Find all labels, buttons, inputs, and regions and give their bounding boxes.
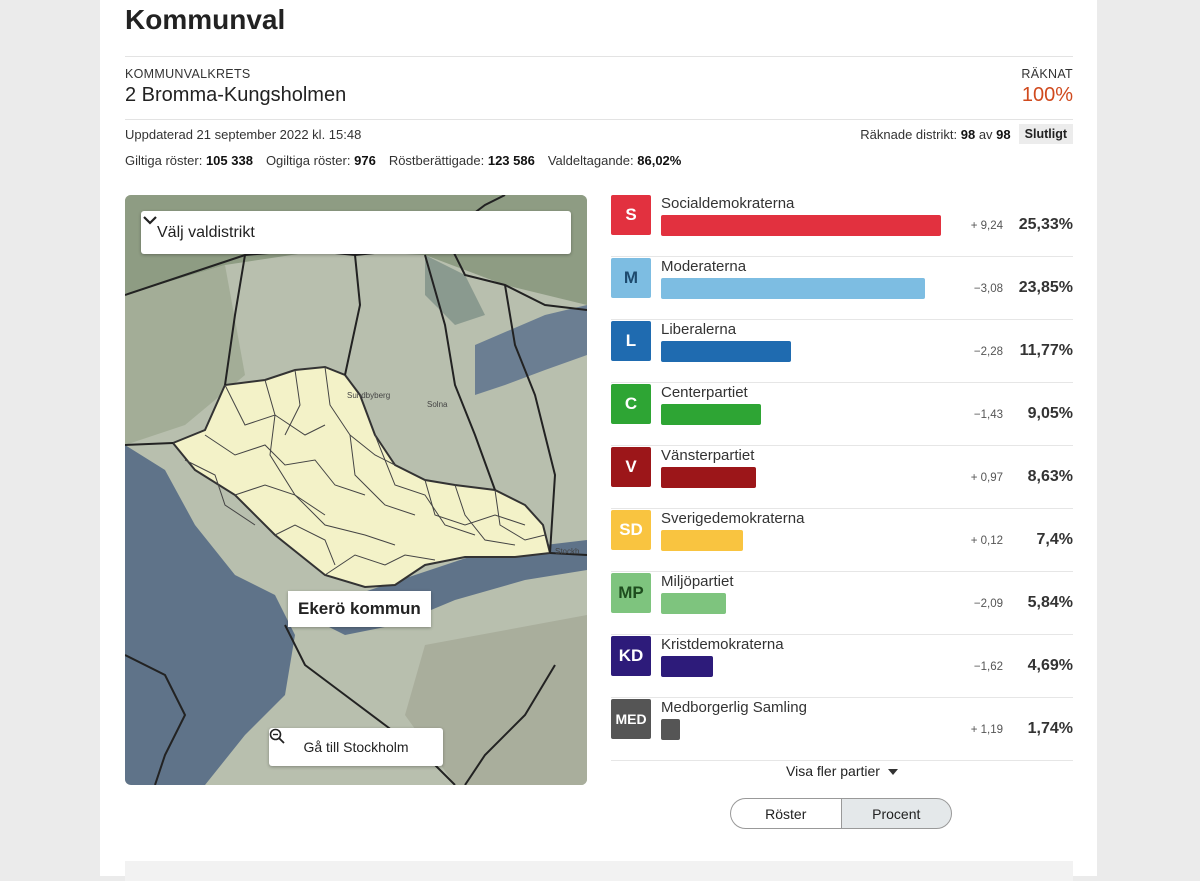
area-tooltip: Ekerö kommun <box>288 591 431 627</box>
party-bar <box>661 719 680 740</box>
party-name: Liberalerna <box>661 321 737 338</box>
party-badge: V <box>611 447 651 487</box>
party-badge: L <box>611 321 651 361</box>
status-badge: Slutligt <box>1018 124 1073 144</box>
party-badge: KD <box>611 636 651 676</box>
party-bar <box>661 467 756 488</box>
map-canvas[interactable] <box>125 195 587 785</box>
party-percent: 8,63% <box>1027 468 1073 485</box>
divider <box>125 56 1073 57</box>
district-select[interactable]: Välj valdistrikt <box>141 211 571 254</box>
party-name: Moderaterna <box>661 258 747 275</box>
party-name: Vänsterpartiet <box>661 447 755 464</box>
party-badge: SD <box>611 510 651 550</box>
party-change: −3,08 <box>973 283 1003 295</box>
party-name: Kristdemokraterna <box>661 636 784 653</box>
party-badge: M <box>611 258 651 298</box>
districts-text: Räknade distrikt: 98 av 98 <box>860 126 1011 142</box>
updated-timestamp: Uppdaterad 21 september 2022 kl. 15:48 <box>125 127 362 142</box>
eligible-voters: Röstberättigade: 123 586 <box>388 153 535 168</box>
next-section-strip <box>125 861 1073 881</box>
party-row-med: MED Medborgerlig Samling + 1,19 1,74% <box>611 698 1073 761</box>
party-change: −1,62 <box>973 661 1003 673</box>
party-change: −1,43 <box>973 409 1003 421</box>
party-change: + 9,24 <box>970 220 1003 232</box>
party-name: Centerpartiet <box>661 384 748 401</box>
goto-stockholm-button[interactable]: Gå till Stockholm <box>269 728 443 766</box>
show-more-parties-button[interactable]: Visa fler partier <box>611 763 1073 779</box>
party-percent: 4,69% <box>1027 657 1073 674</box>
party-bar <box>661 656 713 677</box>
party-badge: C <box>611 384 651 424</box>
district-select-label: Välj valdistrikt <box>157 223 255 241</box>
caret-down-icon <box>887 769 898 776</box>
party-change: + 0,97 <box>970 472 1003 484</box>
counted-value: 100% <box>1021 84 1073 106</box>
party-bar <box>661 530 743 551</box>
party-name: Miljöpartiet <box>661 573 734 590</box>
party-percent: 25,33% <box>1018 216 1073 233</box>
party-change: −2,28 <box>973 346 1003 358</box>
page-title: Kommunval <box>125 4 286 35</box>
votes-percent-toggle: Röster Procent <box>730 798 952 829</box>
results-card: Kommunval KOMMUNVALKRETS 2 Bromma-Kungsh… <box>100 0 1097 881</box>
area-label: KOMMUNVALKRETS <box>125 67 251 81</box>
toggle-votes[interactable]: Röster <box>730 798 841 829</box>
party-row-v: V Vänsterpartiet + 0,97 8,63% <box>611 446 1073 509</box>
party-change: + 1,19 <box>970 724 1003 736</box>
party-change: + 0,12 <box>970 535 1003 547</box>
party-percent: 5,84% <box>1027 594 1073 611</box>
party-name: Medborgerlig Samling <box>661 699 807 716</box>
party-row-m: M Moderaterna −3,08 23,85% <box>611 257 1073 320</box>
party-badge: MED <box>611 699 651 739</box>
party-bar <box>661 404 761 425</box>
party-percent: 1,74% <box>1027 720 1073 737</box>
party-percent: 7,4% <box>1036 531 1073 548</box>
counted-label: RÄKNAT <box>1021 67 1073 81</box>
vote-stats: Giltiga röster: 105 338 Ogiltiga röster:… <box>125 153 681 168</box>
goto-stockholm-label: Gå till Stockholm <box>303 739 409 755</box>
party-percent: 11,77% <box>1019 342 1073 359</box>
party-row-c: C Centerpartiet −1,43 9,05% <box>611 383 1073 446</box>
party-name: Socialdemokraterna <box>661 195 795 212</box>
party-results: S Socialdemokraterna + 9,24 25,33% M Mod… <box>611 194 1073 761</box>
party-bar <box>661 341 791 362</box>
party-bar <box>661 593 726 614</box>
party-change: −2,09 <box>973 598 1003 610</box>
party-bar <box>661 215 941 236</box>
party-row-kd: KD Kristdemokraterna −1,62 4,69% <box>611 635 1073 698</box>
map-label-sundbyberg: Sundbyberg <box>347 391 391 400</box>
district-map[interactable]: Sundbyberg Solna Stockh Välj valdistrikt… <box>125 195 587 785</box>
map-label-solna: Solna <box>427 400 448 409</box>
districts-counted: Räknade distrikt: 98 av 98 Slutligt <box>860 124 1073 144</box>
party-bar <box>661 278 925 299</box>
zoom-out-icon <box>269 728 285 744</box>
party-percent: 23,85% <box>1018 279 1073 296</box>
turnout: Valdeltagande: 86,02% <box>547 153 682 168</box>
party-badge: S <box>611 195 651 235</box>
map-label-stockholm: Stockh <box>555 547 580 556</box>
toggle-percent[interactable]: Procent <box>840 798 952 829</box>
party-row-sd: SD Sverigedemokraterna + 0,12 7,4% <box>611 509 1073 572</box>
invalid-votes: Ogiltiga röster: 976 <box>265 153 376 168</box>
party-row-s: S Socialdemokraterna + 9,24 25,33% <box>611 194 1073 257</box>
divider <box>125 119 1073 120</box>
party-badge: MP <box>611 573 651 613</box>
party-row-mp: MP Miljöpartiet −2,09 5,84% <box>611 572 1073 635</box>
party-percent: 9,05% <box>1027 405 1073 422</box>
show-more-label: Visa fler partier <box>786 763 880 779</box>
party-row-l: L Liberalerna −2,28 11,77% <box>611 320 1073 383</box>
valid-votes: Giltiga röster: 105 338 <box>125 153 253 168</box>
party-name: Sverigedemokraterna <box>661 510 805 527</box>
area-name: 2 Bromma-Kungsholmen <box>125 84 347 106</box>
chevron-down-icon <box>143 216 157 225</box>
